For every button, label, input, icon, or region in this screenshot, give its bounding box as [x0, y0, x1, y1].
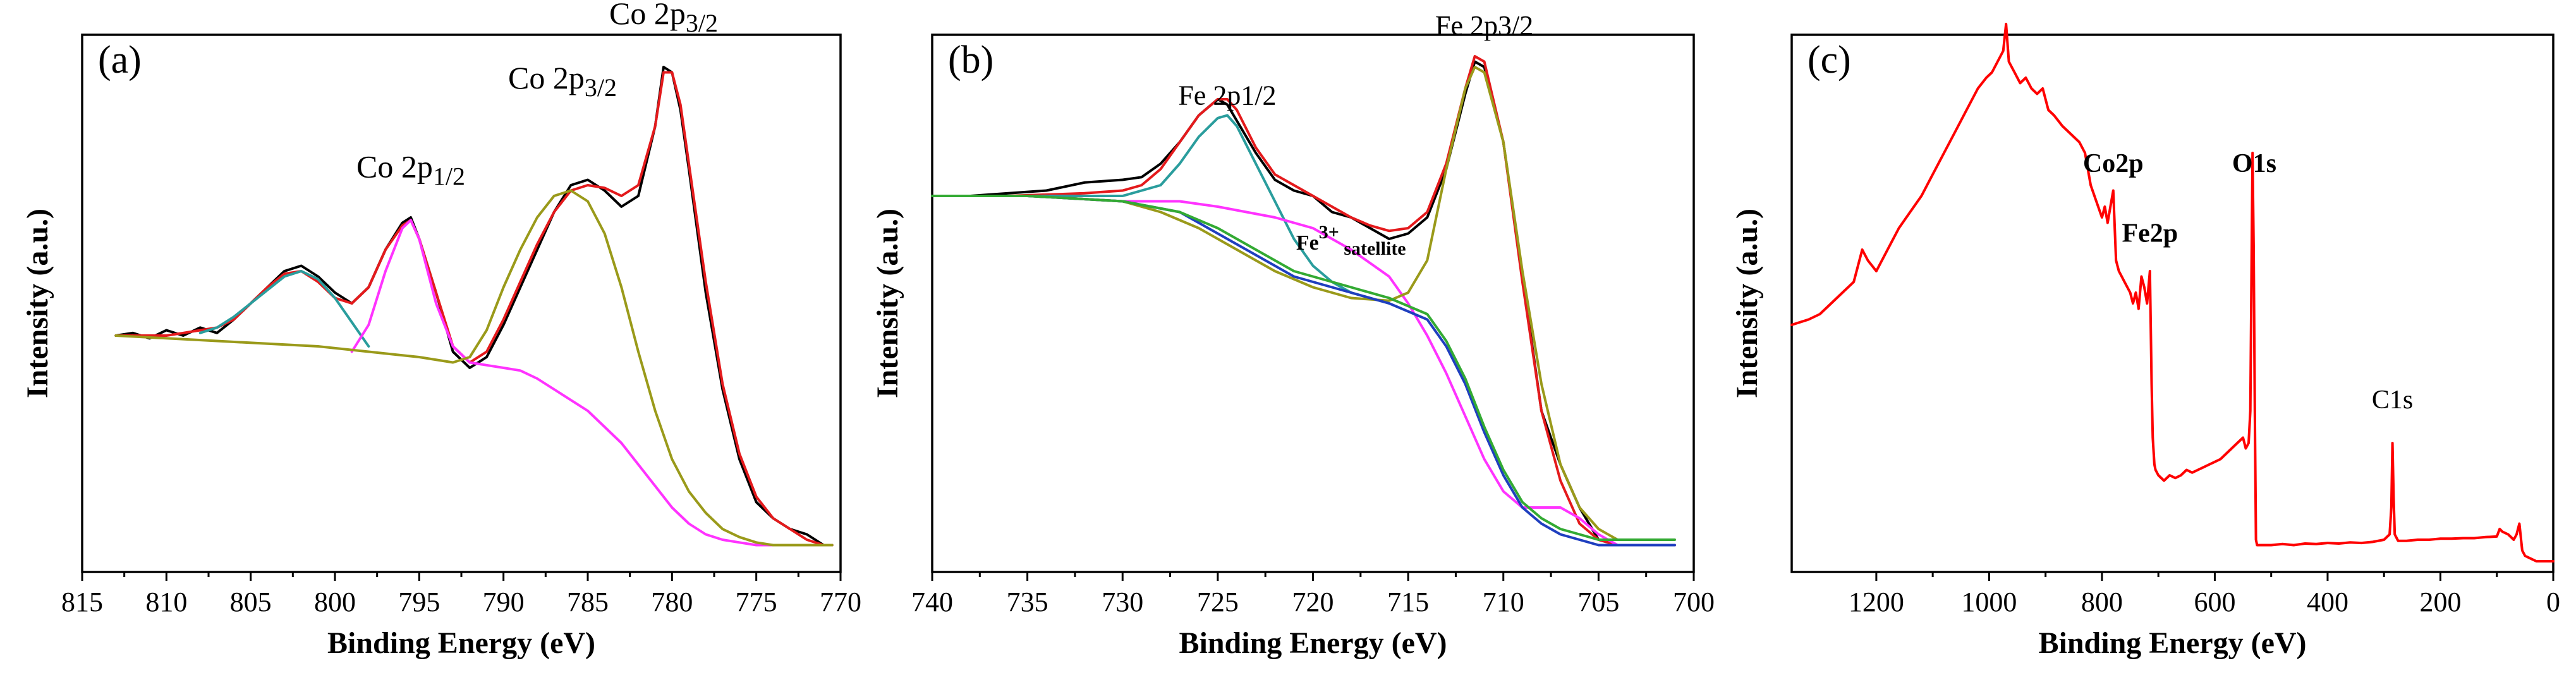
x-tick-label-b-7: 705 [1577, 587, 1619, 617]
x-tick-label-b-6: 710 [1483, 587, 1524, 617]
x-tick-label-c-2: 800 [2081, 587, 2123, 617]
plot-frame-a [81, 33, 842, 573]
peak-label-c-3: C1s [2372, 386, 2413, 415]
peak-label-b-2: Fe3+ satellite [1296, 222, 1406, 259]
x-tick-label-a-4: 795 [398, 587, 440, 617]
peak-label-b-1: Fe 2p3/2 [1435, 10, 1533, 41]
x-tick-label-b-1: 735 [1007, 587, 1048, 617]
x-tick-label-c-4: 400 [2307, 587, 2348, 617]
peak-label-c-0: Co2p [2083, 149, 2144, 178]
x-axis-title-a: Binding Energy (eV) [327, 626, 595, 660]
plot-frame-b [931, 33, 1695, 573]
panel-b-fe-2p: 740 735 730 725 720 715 710 705 700 Binding Energ… [871, 10, 1715, 660]
x-axis-title-c: Binding Energy (eV) [2038, 626, 2306, 660]
x-tick-label-a-1: 810 [145, 587, 187, 617]
panel-a-co-2p: 815 810 805 800 795 790 785 780 775 770 Binding En… [21, 0, 861, 660]
panel-c-survey: 1200 1000 800 600 400 200 0 Binding Energy (eV)… [1730, 23, 2560, 660]
x-tick-label-a-8: 775 [736, 587, 777, 617]
series-line-a-4 [114, 189, 834, 547]
peak-label-a-1: Co 2p3/2 [508, 60, 617, 102]
x-tick-label-b-4: 720 [1292, 587, 1334, 617]
x-tick-label-c-5: 200 [2419, 587, 2461, 617]
panel-label-a: (a) [98, 39, 142, 82]
y-axis-title-a: Intensity (a.u.) [21, 209, 54, 398]
panel-label-b: (b) [948, 39, 993, 82]
x-tick-label-c-1: 1000 [1961, 587, 2017, 617]
peak-label-a-2: Co 2p3/2 [609, 0, 718, 37]
x-tick-label-b-8: 700 [1673, 587, 1715, 617]
y-axis-title-b: Intensity (a.u.) [871, 209, 904, 398]
series-line-a-1 [114, 71, 834, 547]
x-tick-label-a-3: 800 [314, 587, 356, 617]
x-axis-title-b: Binding Energy (eV) [1179, 626, 1447, 660]
peak-label-c-1: Fe2p [2122, 219, 2178, 248]
series-line-b-6 [931, 195, 1676, 541]
peak-label-c-2: O1s [2232, 149, 2276, 178]
series-line-b-5 [931, 195, 1676, 547]
y-axis-title-c: Intensity (a.u.) [1730, 209, 1764, 398]
x-tick-label-a-6: 785 [567, 587, 609, 617]
series-line-a-0 [114, 66, 834, 547]
series-line-b-4 [931, 66, 1676, 541]
plot-frame-c [1790, 33, 2555, 573]
x-tick-label-a-7: 780 [651, 587, 693, 617]
series-line-a-3 [350, 219, 834, 547]
series-line-b-1 [931, 55, 1676, 547]
peak-label-b-0: Fe 2p1/2 [1178, 80, 1276, 111]
x-tick-label-a-2: 805 [230, 587, 272, 617]
series-line-b-3 [931, 195, 1676, 547]
x-tick-label-a-0: 815 [61, 587, 103, 617]
x-tick-label-b-3: 725 [1197, 587, 1239, 617]
peak-label-a-0: Co 2p1/2 [356, 149, 465, 190]
series-line-a-2 [198, 270, 370, 348]
x-tick-label-c-3: 600 [2194, 587, 2235, 617]
panel-label-c: (c) [1807, 39, 1851, 82]
x-tick-label-a-5: 790 [483, 587, 525, 617]
x-tick-label-c-0: 1200 [1849, 587, 1904, 617]
series-line-b-2 [931, 114, 1390, 305]
series-line-c-0 [1790, 23, 2555, 562]
x-tick-label-a-9: 770 [820, 587, 861, 617]
x-tick-label-b-5: 715 [1387, 587, 1429, 617]
x-tick-label-b-2: 730 [1102, 587, 1143, 617]
x-tick-label-b-0: 740 [911, 587, 953, 617]
x-tick-label-c-6: 0 [2546, 587, 2560, 617]
